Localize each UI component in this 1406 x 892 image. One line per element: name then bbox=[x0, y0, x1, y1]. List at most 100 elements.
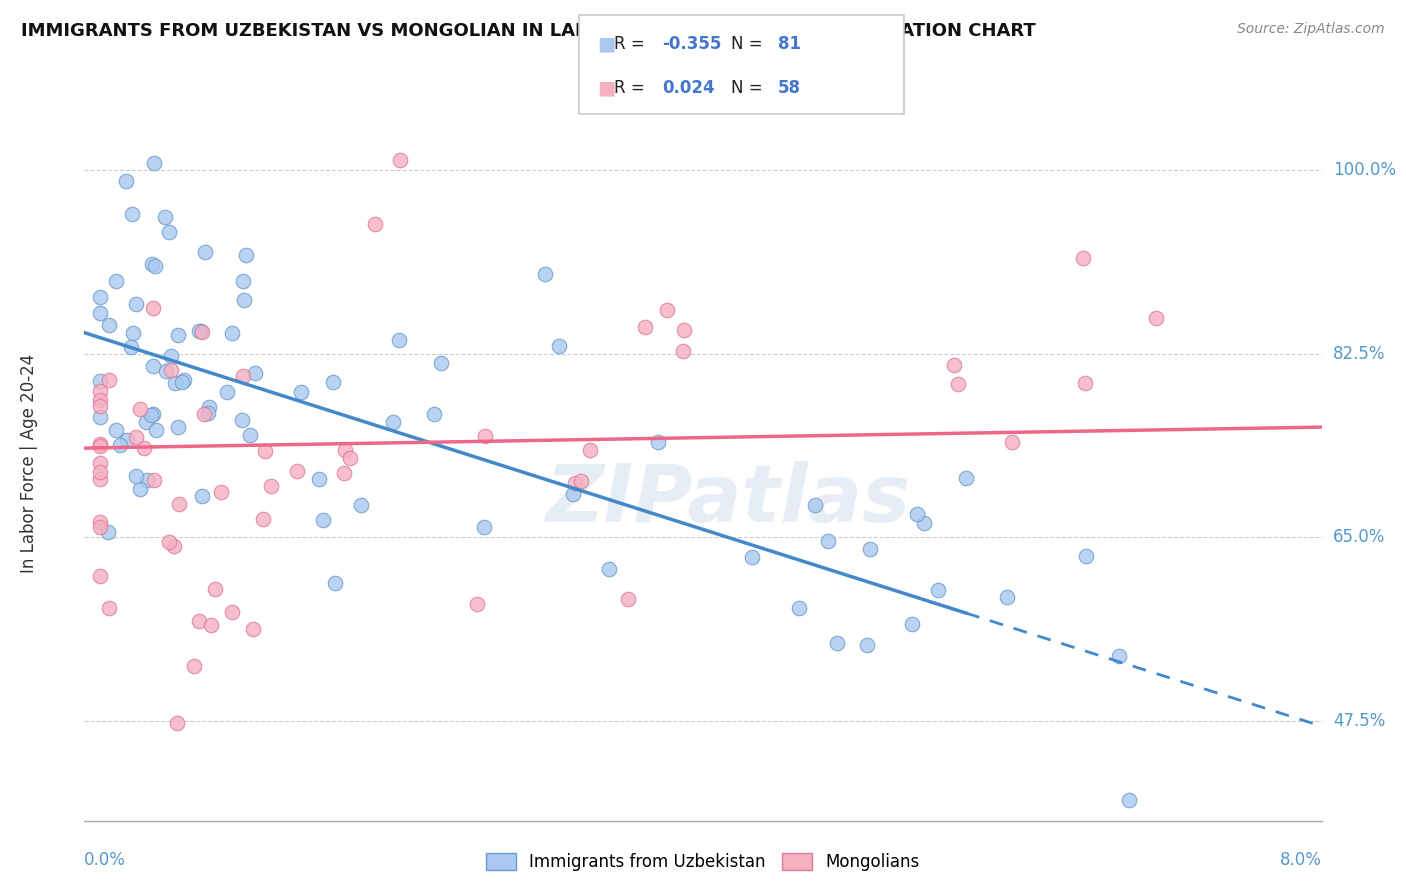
Point bbox=[825, 636, 848, 650]
Point bbox=[166, 716, 188, 731]
Point bbox=[136, 473, 159, 487]
Point bbox=[647, 434, 669, 449]
Text: R =: R = bbox=[614, 79, 651, 97]
Text: 47.5%: 47.5% bbox=[1333, 712, 1385, 730]
Text: 0.024: 0.024 bbox=[662, 79, 714, 97]
Text: R =: R = bbox=[614, 35, 651, 53]
Point bbox=[856, 639, 879, 653]
Point bbox=[170, 375, 193, 389]
Point bbox=[252, 512, 274, 526]
Point bbox=[89, 392, 111, 407]
Point bbox=[634, 320, 657, 334]
Point bbox=[145, 423, 167, 437]
Point bbox=[245, 366, 267, 380]
Point bbox=[655, 303, 678, 318]
Point bbox=[221, 326, 243, 340]
Point bbox=[1001, 434, 1024, 449]
Point bbox=[239, 428, 262, 442]
Point bbox=[89, 471, 111, 485]
Point bbox=[143, 259, 166, 273]
Point bbox=[617, 592, 640, 607]
Point bbox=[163, 376, 186, 390]
Point bbox=[155, 211, 177, 225]
Point bbox=[120, 340, 142, 354]
Point bbox=[943, 358, 966, 372]
Point bbox=[97, 373, 120, 387]
Point bbox=[1118, 792, 1140, 806]
Point bbox=[89, 400, 111, 414]
Point bbox=[89, 375, 111, 389]
Point bbox=[142, 407, 165, 421]
Point bbox=[134, 442, 156, 456]
Point bbox=[142, 301, 165, 315]
Point bbox=[232, 274, 254, 288]
Point bbox=[1074, 376, 1097, 390]
Point bbox=[167, 328, 190, 343]
Point bbox=[388, 153, 411, 167]
Point bbox=[673, 323, 696, 337]
Point bbox=[912, 516, 935, 530]
Point bbox=[157, 535, 180, 549]
Point bbox=[221, 605, 243, 619]
Point bbox=[125, 430, 148, 444]
Point bbox=[190, 325, 212, 339]
Point bbox=[350, 498, 373, 512]
Point bbox=[598, 562, 620, 576]
Point bbox=[187, 324, 209, 338]
Point bbox=[89, 569, 111, 583]
Point bbox=[105, 274, 128, 288]
Point bbox=[167, 497, 190, 511]
Point bbox=[927, 582, 949, 597]
Point bbox=[188, 615, 211, 629]
Point bbox=[578, 442, 600, 457]
Point bbox=[1074, 549, 1097, 563]
Point bbox=[89, 305, 111, 319]
Point bbox=[209, 485, 232, 500]
Point bbox=[1108, 649, 1130, 664]
Point bbox=[533, 268, 555, 282]
Point bbox=[125, 296, 148, 310]
Text: -0.355: -0.355 bbox=[662, 35, 721, 53]
Point bbox=[193, 407, 215, 421]
Point bbox=[97, 524, 120, 539]
Point bbox=[143, 156, 166, 170]
Point bbox=[285, 464, 308, 478]
Point bbox=[98, 601, 121, 615]
Point bbox=[160, 363, 183, 377]
Point bbox=[388, 333, 411, 347]
Point bbox=[89, 437, 111, 451]
Point bbox=[946, 377, 969, 392]
Point bbox=[562, 487, 585, 501]
Text: 100.0%: 100.0% bbox=[1333, 161, 1396, 179]
Point bbox=[322, 375, 344, 389]
Point bbox=[231, 413, 253, 427]
Point bbox=[858, 542, 880, 557]
Point bbox=[89, 520, 111, 534]
Point bbox=[163, 539, 186, 553]
Point bbox=[125, 468, 148, 483]
Point bbox=[430, 356, 453, 370]
Point bbox=[242, 622, 264, 636]
Point bbox=[159, 349, 181, 363]
Text: 0.0%: 0.0% bbox=[84, 851, 127, 869]
Point bbox=[548, 339, 571, 353]
Point bbox=[254, 443, 277, 458]
Point bbox=[569, 474, 592, 488]
Point bbox=[155, 363, 177, 377]
Text: N =: N = bbox=[731, 79, 768, 97]
Point bbox=[198, 400, 221, 414]
Point bbox=[141, 257, 163, 271]
Text: In Labor Force | Age 20-24: In Labor Force | Age 20-24 bbox=[20, 354, 38, 574]
Point bbox=[129, 482, 152, 496]
Point bbox=[135, 416, 157, 430]
Point bbox=[194, 244, 217, 259]
Point bbox=[121, 207, 143, 221]
Legend: Immigrants from Uzbekistan, Mongolians: Immigrants from Uzbekistan, Mongolians bbox=[478, 845, 928, 880]
Point bbox=[905, 507, 928, 521]
Text: 8.0%: 8.0% bbox=[1279, 851, 1322, 869]
Text: 82.5%: 82.5% bbox=[1333, 344, 1385, 363]
Point bbox=[472, 520, 495, 534]
Point bbox=[89, 456, 111, 470]
Point bbox=[142, 359, 165, 374]
Point bbox=[89, 289, 111, 303]
